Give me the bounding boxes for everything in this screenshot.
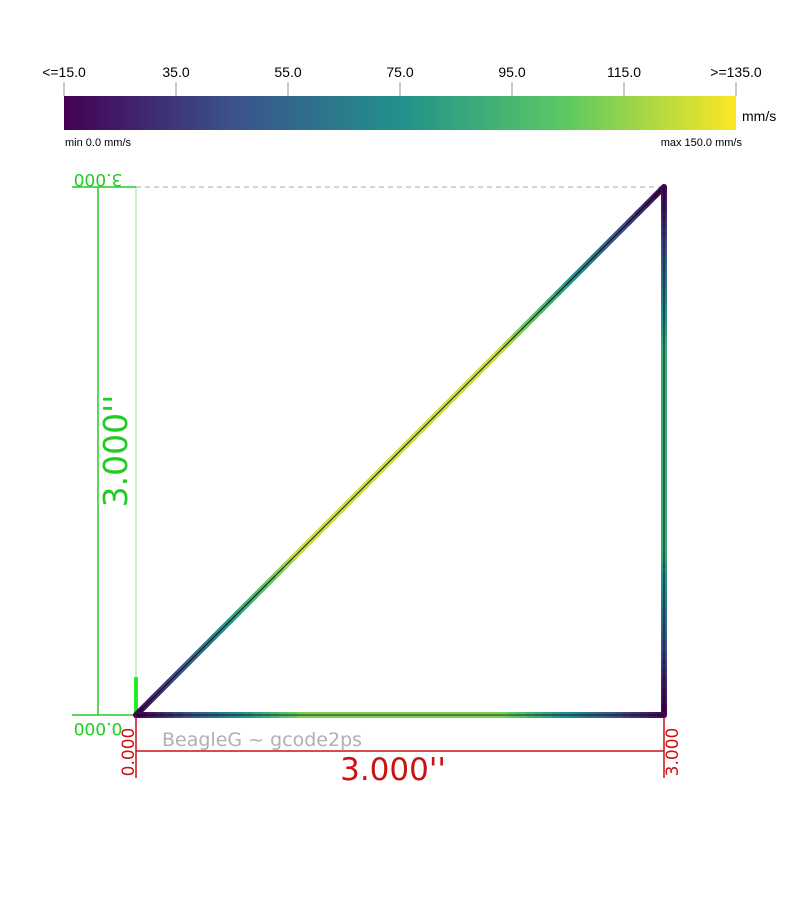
colorbar-tick-label: 55.0 [274, 64, 301, 80]
colorbar-max-label: max 150.0 mm/s [661, 137, 743, 149]
colorbar-unit: mm/s [742, 108, 776, 124]
colorbar-gradient [64, 96, 736, 130]
y-dimension-length: 3.000'' [96, 395, 135, 508]
colorbar-tick-label: 75.0 [386, 64, 413, 80]
bounding-box [135, 186, 664, 715]
colorbar-min-label: min 0.0 mm/s [65, 137, 132, 149]
y-dimension: 0.000 3.000 3.000'' [72, 169, 136, 738]
colorbar-tick-label: <=15.0 [42, 64, 86, 80]
colorbar-tick-label: >=135.0 [710, 64, 762, 80]
speed-colorbar: <=15.0 35.0 55.0 75.0 95.0 115.0 >=135.0… [42, 64, 776, 149]
y-dimension-start: 0.000 [74, 718, 123, 738]
colorbar-ticks [63, 82, 737, 96]
watermark: BeagleG ~ gcode2ps [162, 729, 362, 751]
colorbar-tick-label: 35.0 [162, 64, 189, 80]
colorbar-tick-label: 115.0 [607, 64, 641, 80]
toolpath [133, 184, 667, 718]
toolpath-centerline [135, 186, 665, 716]
colorbar-tick-label: 95.0 [498, 64, 525, 80]
y-dimension-end: 3.000 [74, 169, 123, 189]
x-dimension: 0.000 3.000 3.000'' [119, 715, 683, 788]
x-dimension-end: 3.000 [663, 728, 683, 777]
x-dimension-length: 3.000'' [340, 752, 446, 788]
x-dimension-start: 0.000 [119, 728, 139, 777]
